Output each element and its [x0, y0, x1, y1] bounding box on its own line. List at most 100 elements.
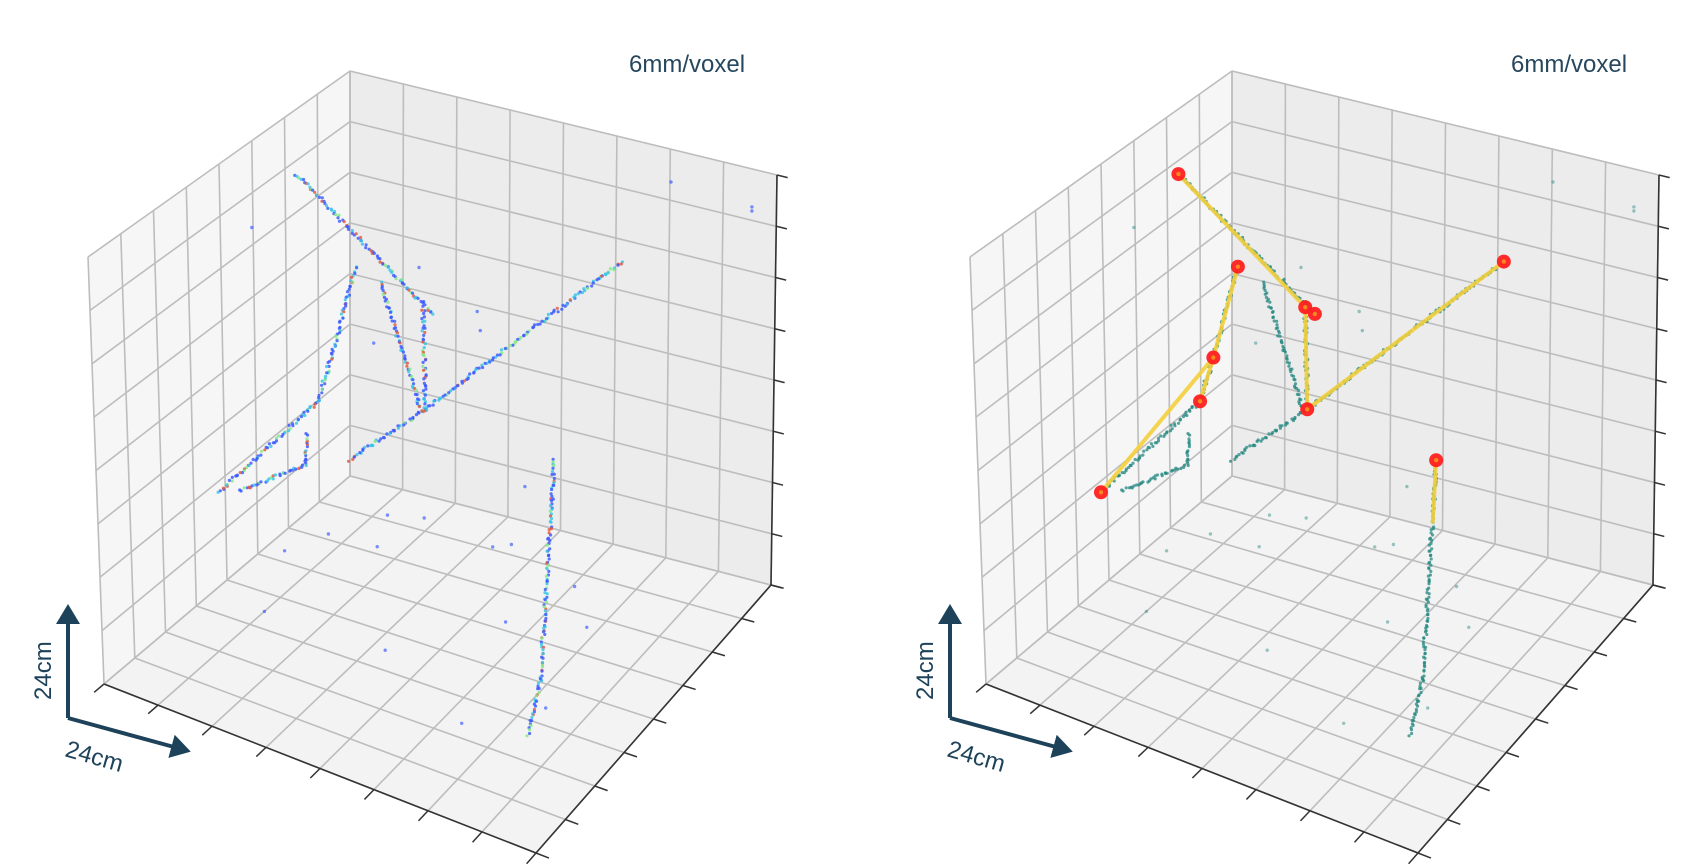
point — [1188, 409, 1192, 413]
point — [396, 426, 400, 430]
point — [1276, 334, 1280, 338]
point — [1425, 598, 1429, 602]
point — [394, 277, 398, 281]
point — [538, 322, 542, 326]
point — [548, 509, 552, 513]
point — [414, 388, 419, 392]
point — [437, 398, 441, 402]
point — [1427, 592, 1431, 596]
gridline — [1002, 233, 1018, 659]
y-tick — [653, 718, 667, 724]
point — [550, 469, 555, 473]
point — [1270, 432, 1274, 436]
point — [545, 561, 549, 565]
point — [240, 471, 244, 475]
point — [353, 271, 357, 275]
point — [346, 227, 351, 231]
point — [304, 432, 308, 436]
point — [386, 265, 390, 269]
point — [343, 298, 347, 302]
z-tick — [1652, 584, 1664, 589]
point — [750, 205, 754, 209]
point — [550, 472, 554, 477]
point — [431, 312, 435, 316]
point — [238, 471, 242, 475]
point — [481, 365, 485, 370]
point — [1293, 382, 1298, 386]
point — [603, 272, 608, 276]
point — [423, 309, 427, 313]
point — [439, 396, 443, 400]
point — [1424, 626, 1428, 630]
point — [1181, 415, 1185, 419]
point — [1427, 595, 1431, 599]
point — [299, 415, 303, 419]
point — [417, 404, 422, 409]
point — [1422, 679, 1426, 683]
z-tick — [1654, 481, 1666, 486]
point — [330, 352, 334, 356]
gridline — [1494, 135, 1500, 545]
gridline — [89, 120, 351, 312]
point — [393, 323, 397, 327]
point — [377, 439, 381, 443]
point — [401, 350, 405, 354]
point — [320, 379, 324, 383]
point — [382, 436, 386, 440]
point — [242, 486, 246, 490]
point — [1176, 421, 1181, 425]
point — [1551, 180, 1555, 184]
point — [539, 642, 544, 646]
point — [1153, 477, 1157, 481]
point — [1190, 406, 1194, 410]
graph-edge — [1305, 259, 1506, 412]
point — [325, 364, 329, 369]
point — [313, 402, 317, 406]
gridline — [1363, 570, 1601, 833]
gridline — [1547, 148, 1554, 558]
gridline — [95, 272, 351, 472]
point — [291, 424, 295, 428]
point — [460, 379, 464, 383]
point — [388, 432, 392, 436]
graph-node-center — [1098, 490, 1104, 495]
point — [389, 315, 393, 319]
point — [432, 399, 436, 403]
point — [420, 329, 424, 333]
point — [548, 538, 552, 543]
point — [585, 625, 589, 629]
point — [383, 299, 387, 303]
point — [417, 265, 421, 270]
point — [422, 346, 426, 350]
horizontal-scale-arrow — [949, 716, 1073, 758]
point — [336, 216, 340, 220]
point — [1357, 309, 1361, 314]
point — [407, 288, 411, 292]
point — [1413, 712, 1417, 716]
point — [1186, 457, 1190, 461]
point — [317, 398, 321, 403]
point — [1156, 436, 1161, 440]
point — [373, 439, 377, 443]
point — [1275, 319, 1279, 323]
point — [478, 328, 482, 333]
point — [403, 357, 407, 361]
point — [1142, 449, 1146, 453]
point — [534, 694, 539, 698]
graph-node-center — [1305, 407, 1310, 412]
gridline — [481, 570, 719, 833]
point — [531, 326, 535, 330]
gridline — [1231, 70, 1660, 176]
point — [422, 311, 426, 316]
point — [423, 330, 427, 335]
point — [304, 457, 308, 461]
point — [612, 268, 616, 272]
point — [551, 460, 555, 464]
point — [1429, 563, 1433, 567]
point — [216, 490, 220, 494]
y-tick — [1505, 751, 1520, 758]
point — [549, 533, 553, 537]
point — [1296, 413, 1301, 417]
point — [545, 549, 549, 553]
point — [1257, 545, 1261, 549]
